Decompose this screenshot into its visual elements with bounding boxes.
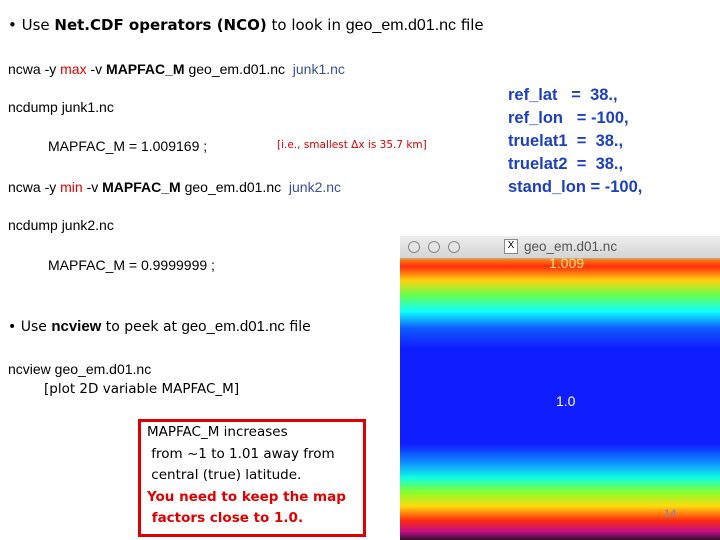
command: ncview geo_em.d01.nc xyxy=(8,361,152,377)
ncview-window: X geo_em.d01.nc 1.009 1.0 14 xyxy=(400,236,720,540)
text: to look in xyxy=(266,16,346,34)
text: truelat2 = 38., xyxy=(508,155,624,173)
text: min xyxy=(60,179,83,195)
command: ncwa -y max -v MAPFAC_M geo_em.d01.nc ju… xyxy=(8,61,345,77)
text: geo_em.d01.nc xyxy=(184,61,293,77)
text: central (true) latitude. xyxy=(147,467,302,483)
text: from ~1 to 1.01 away from xyxy=(147,445,335,462)
text: junk2.nc xyxy=(288,179,342,195)
text: ncview xyxy=(51,318,102,335)
text: ncwa -y xyxy=(8,61,61,77)
text: MAPFAC_M increases xyxy=(147,424,288,440)
command: ncwa -y min -v MAPFAC_M geo_em.d01.nc ju… xyxy=(8,179,341,195)
label: 1.0 xyxy=(556,393,576,409)
text: • Use xyxy=(8,319,52,335)
icon: X xyxy=(504,239,518,254)
window-button[interactable] xyxy=(448,241,460,253)
bullet: • Use ncview to peek at geo_em.d01.nc fi… xyxy=(8,318,311,335)
text: max xyxy=(60,61,87,77)
note: [i.e., smallest Δx is 35.7 km] xyxy=(277,139,427,151)
text: -v xyxy=(86,61,107,77)
text: You need to keep the map xyxy=(147,488,346,505)
text: Net.CDF operators (NCO) xyxy=(54,16,267,34)
bullet: • Use Net.CDF operators (NCO) to look in… xyxy=(8,16,484,35)
namelist: ref_lat = 38., ref_lon = -100, truelat1 … xyxy=(508,84,642,199)
text: MAPFAC_M xyxy=(102,179,181,195)
callout-box: MAPFAC_M increases from ~1 to 1.01 away … xyxy=(138,419,366,537)
window-button[interactable] xyxy=(408,241,420,253)
text: MAPFAC_M xyxy=(106,61,185,77)
title-bar: X geo_em.d01.nc xyxy=(400,236,720,259)
text: geo_em.d01.nc xyxy=(181,318,285,335)
text: ref_lat = 38., xyxy=(508,86,618,104)
text: to peek at xyxy=(101,319,182,335)
text: • Use xyxy=(8,16,55,34)
text: truelat1 = 38., xyxy=(508,132,624,150)
field-image xyxy=(400,258,720,540)
window-title: geo_em.d01.nc xyxy=(524,239,618,254)
text: ncwa -y xyxy=(8,179,61,195)
text: -v xyxy=(82,179,103,195)
text: geo_em.d01.nc xyxy=(180,179,289,195)
output: MAPFAC_M = 1.009169 ; xyxy=(48,138,208,154)
note: [plot 2D variable MAPFAC_M] xyxy=(44,381,240,397)
field-shade xyxy=(400,258,720,540)
text: stand_lon = -100, xyxy=(508,178,643,196)
text: ref_lon = -100, xyxy=(508,109,629,127)
field xyxy=(400,258,720,540)
text: geo_em.d01.nc xyxy=(345,17,457,34)
text: junk1.nc xyxy=(292,61,345,77)
text: file xyxy=(456,16,484,34)
command: ncdump junk2.nc xyxy=(8,217,114,233)
output: MAPFAC_M = 0.9999999 ; xyxy=(48,257,215,273)
window-button[interactable] xyxy=(428,241,440,253)
page-number: 14 xyxy=(664,508,677,520)
text: factors close to 1.0. xyxy=(147,510,304,526)
command: ncdump junk1.nc xyxy=(8,99,114,115)
text: file xyxy=(284,319,311,335)
label: 1.009 xyxy=(549,255,585,271)
